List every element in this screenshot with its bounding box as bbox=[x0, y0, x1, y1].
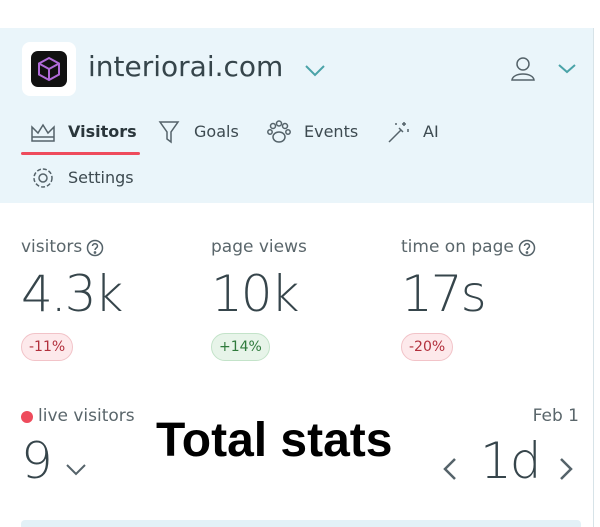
date: Feb 1 bbox=[532, 406, 579, 426]
user-dropdown[interactable] bbox=[556, 62, 578, 76]
site-dropdown[interactable] bbox=[303, 63, 327, 79]
stat-value: 10k bbox=[211, 265, 300, 323]
tab[interactable]: Settings bbox=[68, 168, 134, 187]
chart-top bbox=[21, 520, 581, 527]
live-value: 9 bbox=[21, 432, 53, 490]
user-icon[interactable] bbox=[510, 56, 536, 82]
site-name[interactable]: interiorai.com bbox=[88, 50, 284, 83]
settings-icon bbox=[33, 168, 53, 188]
tab[interactable]: Events bbox=[304, 122, 359, 141]
active-underline bbox=[21, 152, 140, 155]
ai-icon bbox=[388, 122, 409, 143]
prev-button[interactable] bbox=[441, 456, 459, 482]
stat-value: 17s bbox=[401, 265, 487, 323]
live-dot bbox=[21, 411, 33, 423]
live-dropdown[interactable] bbox=[64, 462, 88, 478]
help-icon[interactable] bbox=[518, 239, 536, 257]
overlay-title: Total stats bbox=[156, 414, 393, 467]
visitors-icon bbox=[31, 123, 55, 142]
stat-change: -11% bbox=[21, 333, 74, 361]
stat-label: time on page bbox=[401, 237, 514, 257]
stat-change: +14% bbox=[211, 333, 270, 361]
tab[interactable]: Goals bbox=[194, 122, 239, 141]
stat-label: page views bbox=[211, 237, 307, 257]
logo[interactable] bbox=[22, 42, 76, 96]
stat-value: 4.3k bbox=[21, 265, 123, 323]
next-button[interactable] bbox=[557, 456, 575, 482]
stat-label: visitors bbox=[21, 237, 83, 257]
border bbox=[593, 28, 594, 527]
events-icon bbox=[267, 120, 291, 143]
help-icon[interactable] bbox=[86, 239, 104, 257]
range[interactable]: 1d bbox=[480, 432, 542, 490]
stat-change: -20% bbox=[401, 333, 454, 361]
tab[interactable]: Visitors bbox=[68, 122, 137, 141]
tab[interactable]: AI bbox=[423, 122, 439, 141]
goals-icon bbox=[158, 121, 180, 144]
header bbox=[0, 28, 594, 203]
live-label: live visitors bbox=[38, 406, 135, 426]
